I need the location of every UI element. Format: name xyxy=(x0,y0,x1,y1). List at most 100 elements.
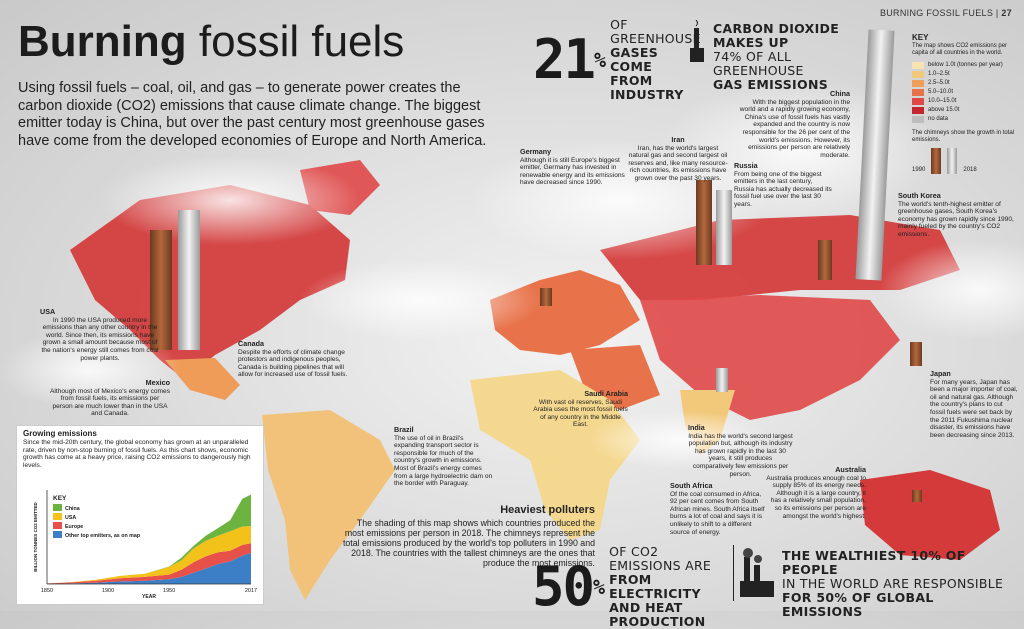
area-series xyxy=(47,553,251,584)
stat-divider xyxy=(733,545,734,601)
australia-region xyxy=(860,470,1000,560)
factory-icon xyxy=(688,19,706,64)
stat-wealthiest: THE WEALTHIEST 10% OF PEOPLE IN THE WORL… xyxy=(782,549,1018,619)
factory-silhouette-icon xyxy=(740,547,774,599)
stat-electricity-pct: 50% xyxy=(532,555,605,618)
legend-label: Europe xyxy=(65,524,83,530)
key-swatch xyxy=(912,71,924,78)
russia-chimney-2018 xyxy=(716,190,732,265)
x-tick-label: 2017 xyxy=(245,588,257,594)
polluters-title: Heaviest polluters xyxy=(500,504,595,516)
x-tick-label: 1850 xyxy=(41,588,53,594)
growth-title: Growing emissions xyxy=(23,429,97,438)
title-light: fossil fuels xyxy=(198,17,405,66)
card-saudi-arabia-name: Saudi Arabia xyxy=(584,389,628,398)
key-year1: 1990 xyxy=(912,167,926,173)
card-brazil-name: Brazil xyxy=(394,425,414,434)
card-south-africa: South Africa Of the coal consumed in Afr… xyxy=(670,482,766,536)
card-iran: Iran Iran, has the world's largest natur… xyxy=(628,136,728,183)
usa-chimney-2018 xyxy=(178,210,200,350)
world-map xyxy=(0,80,1024,600)
key-label: below 1.0t (tonnes per year) xyxy=(928,62,1003,68)
card-south-africa-text: Of the coal consumed in Africa, 92 per c… xyxy=(670,490,765,536)
card-mexico-name: Mexico xyxy=(145,378,170,387)
section-name: BURNING FOSSIL FUELS xyxy=(879,8,994,18)
africa-region xyxy=(470,370,640,540)
card-japan: Japan For many years, Japan has been a m… xyxy=(930,370,1018,439)
key-item: 10.0–15.0t xyxy=(912,97,1016,106)
card-usa-text: In 1990 the USA produced more emissions … xyxy=(41,316,159,362)
card-canada: Canada Despite the efforts of climate ch… xyxy=(238,340,348,379)
card-saudi-arabia: Saudi Arabia With vast oil reserves, Sau… xyxy=(533,390,628,429)
stat-co2-line1: CARBON DIOXIDE MAKES UP xyxy=(713,21,840,50)
card-russia: Russia From being one of the biggest emi… xyxy=(734,162,834,209)
area-series xyxy=(47,526,251,584)
page-title: Burning fossil fuels xyxy=(18,18,404,66)
key-chimney-brown-icon xyxy=(931,148,942,174)
stat-industry-line1: OF GREENHOUSE xyxy=(610,17,701,46)
stat-industry-pct: 21% xyxy=(533,28,606,91)
stat-wealthiest-line1: THE WEALTHIEST 10% OF PEOPLE xyxy=(782,548,966,577)
card-south-korea: South Korea The world's tenth-highest em… xyxy=(898,192,1016,239)
card-iran-name: Iran xyxy=(671,135,685,144)
key-swatch xyxy=(912,116,924,123)
key-item: below 1.0t (tonnes per year) xyxy=(912,61,1016,70)
key-label: 5.0–10.0t xyxy=(928,89,954,95)
south-america-region xyxy=(262,410,395,600)
growth-chart: 1850 1900 1950 2017 YEAR BILLION TONNES CO2 E… xyxy=(33,490,257,600)
key-swatch xyxy=(912,98,924,105)
card-south-korea-name: South Korea xyxy=(898,191,941,200)
stat-electricity-line1: OF CO2 EMISSIONS ARE xyxy=(609,544,712,573)
card-russia-text: From being one of the biggest emitters i… xyxy=(734,170,832,208)
key-swatch xyxy=(912,80,924,87)
key-description: The map shows CO2 emissions per capita o… xyxy=(912,43,1008,56)
card-china-text: With the biggest population in the world… xyxy=(739,98,850,159)
stat-industry-line2: GASES COME xyxy=(610,45,659,74)
legend-swatch xyxy=(53,504,62,511)
card-germany-text: Although it is still Europe's biggest em… xyxy=(520,156,625,187)
y-axis-label: BILLION TONNES CO2 EMITTED xyxy=(33,502,38,572)
stat-co2-line2: 74% OF ALL GREENHOUSE xyxy=(713,49,804,78)
card-australia-text: Australia produces enough coal to supply… xyxy=(766,474,866,520)
stat-wealthiest-line3: FOR 50% OF GLOBAL EMISSIONS xyxy=(782,590,934,619)
card-china-name: China xyxy=(830,89,850,98)
card-canada-text: Despite the efforts of climate change pr… xyxy=(238,348,348,379)
stat-industry: 21% OF GREENHOUSE GASES COME FROM INDUST… xyxy=(533,18,701,102)
key-label: no data xyxy=(928,116,949,122)
key-swatch xyxy=(912,107,924,114)
card-india: India India has the world's second large… xyxy=(688,424,793,478)
key-swatch xyxy=(912,62,924,69)
legend-label: China xyxy=(65,506,80,512)
card-usa: USA In 1990 the USA produced more emissi… xyxy=(40,308,160,362)
key-label: above 15.0t xyxy=(928,107,960,113)
key-label: 2.5–5.0t xyxy=(928,80,950,86)
page-number: 27 xyxy=(1001,8,1012,18)
card-mexico: Mexico Although most of Mexico's energy … xyxy=(50,379,170,418)
growth-panel: Growing emissions Since the mid-20th cen… xyxy=(16,425,264,605)
key-item: no data xyxy=(912,115,1016,124)
germany-chimney xyxy=(540,288,552,306)
russia-chimney-1990 xyxy=(696,180,712,265)
growth-text: Since the mid-20th century, the global e… xyxy=(23,439,251,469)
stat-electricity-line3: AND HEAT PRODUCTION xyxy=(609,600,706,629)
x-tick-label: 1900 xyxy=(102,588,114,594)
key-item: above 15.0t xyxy=(912,106,1016,115)
card-brazil-text: The use of oil in Brazil's expanding tra… xyxy=(394,434,493,488)
card-russia-name: Russia xyxy=(734,161,758,170)
key-item: 2.5–5.0t xyxy=(912,79,1016,88)
key-item: 5.0–10.0t xyxy=(912,88,1016,97)
key-swatch-list: below 1.0t (tonnes per year) 1.0–2.5t 2.5–… xyxy=(912,61,1016,124)
polluters-text: The shading of this map shows which coun… xyxy=(342,518,595,568)
usa-chimney-1990 xyxy=(150,230,172,350)
key-year2: 2018 xyxy=(963,167,977,173)
card-australia-name: Australia xyxy=(835,465,866,474)
key-item: 1.0–2.5t xyxy=(912,70,1016,79)
page-header: BURNING FOSSIL FUELS | 27 xyxy=(879,8,1012,18)
title-bold: Burning xyxy=(18,17,187,66)
legend-title: KEY xyxy=(53,495,67,502)
india-chimney xyxy=(716,368,728,392)
stat-industry-line3: FROM INDUSTRY xyxy=(610,73,684,102)
card-south-africa-name: South Africa xyxy=(670,481,713,490)
japan-chimney xyxy=(910,342,922,366)
key-chimney-note: The chimneys show the growth in total em… xyxy=(912,130,1015,143)
